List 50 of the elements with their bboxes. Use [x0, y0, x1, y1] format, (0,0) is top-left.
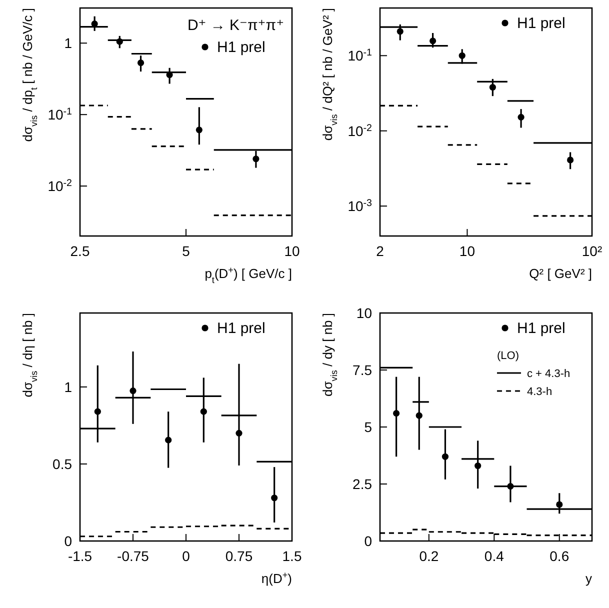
point: [393, 410, 400, 417]
x-tick-label: 2: [376, 243, 384, 259]
x-tick-label: 0.2: [419, 548, 439, 564]
y-tick-label: 10$^{-3}$: [348, 198, 373, 214]
point: [130, 387, 136, 394]
x-tick-label: 10²: [582, 243, 602, 259]
x-tick-label: 10: [284, 243, 300, 259]
point: [165, 436, 172, 444]
legend-label: c + 4.3-h: [527, 368, 570, 380]
point: [556, 501, 563, 508]
y-tick-label: 5: [364, 419, 372, 435]
legend-label: H1 prel: [517, 15, 566, 32]
x-axis-title: η(D$^{+}$): [261, 570, 292, 586]
point: [474, 462, 482, 470]
x-axis-title: p$_{t}$(D$^{+}$) [ GeV/c ]: [204, 265, 292, 285]
y-tick-label: 1: [64, 35, 72, 52]
x-tick-label: 0.75: [225, 548, 253, 564]
point: [416, 412, 422, 419]
y-tick-label: 10$^{-1}$: [48, 106, 72, 123]
x-tick-label: 0: [182, 548, 190, 564]
y-tick-label: 10$^{-2}$: [48, 178, 72, 194]
x-tick-label: 0.6: [550, 548, 570, 564]
point: [271, 494, 278, 502]
point: [442, 453, 449, 460]
y-tick-label: 10$^{-2}$: [348, 122, 372, 139]
x-tick-label: -0.75: [117, 548, 150, 564]
legend-label: H1 prel: [217, 320, 266, 337]
annotation: D⁺ → K⁻π⁺π⁺: [187, 17, 284, 34]
legend-label: H1 prel: [217, 39, 266, 56]
point: [200, 408, 207, 415]
x-tick-label: -1.5: [68, 548, 92, 564]
x-tick-label: 1.5: [282, 548, 302, 564]
x-axis-title: Q² [ GeV² ]: [529, 266, 592, 281]
y-tick-label: 1: [64, 378, 72, 395]
y-tick-label: 0: [364, 533, 372, 549]
x-tick-label: 5: [182, 243, 190, 259]
legend-label: H1 prel: [517, 320, 566, 337]
x-tick-label: 0.4: [484, 548, 504, 564]
y-tick-label: 10: [356, 305, 372, 321]
y-tick-label: 0: [64, 533, 72, 549]
y-tick-label: 0.5: [52, 456, 72, 472]
point: [94, 408, 101, 415]
point: [236, 430, 242, 436]
y-tick-label: 10$^{-1}$: [348, 47, 372, 64]
x-axis-title: y: [586, 571, 592, 586]
x-tick-label: 10: [459, 243, 476, 259]
legend-label: 4.3-h: [527, 386, 552, 398]
legend-title: (LO): [497, 350, 519, 362]
y-tick-label: 2.5: [352, 476, 372, 492]
y-tick-label: 7.5: [352, 362, 372, 378]
